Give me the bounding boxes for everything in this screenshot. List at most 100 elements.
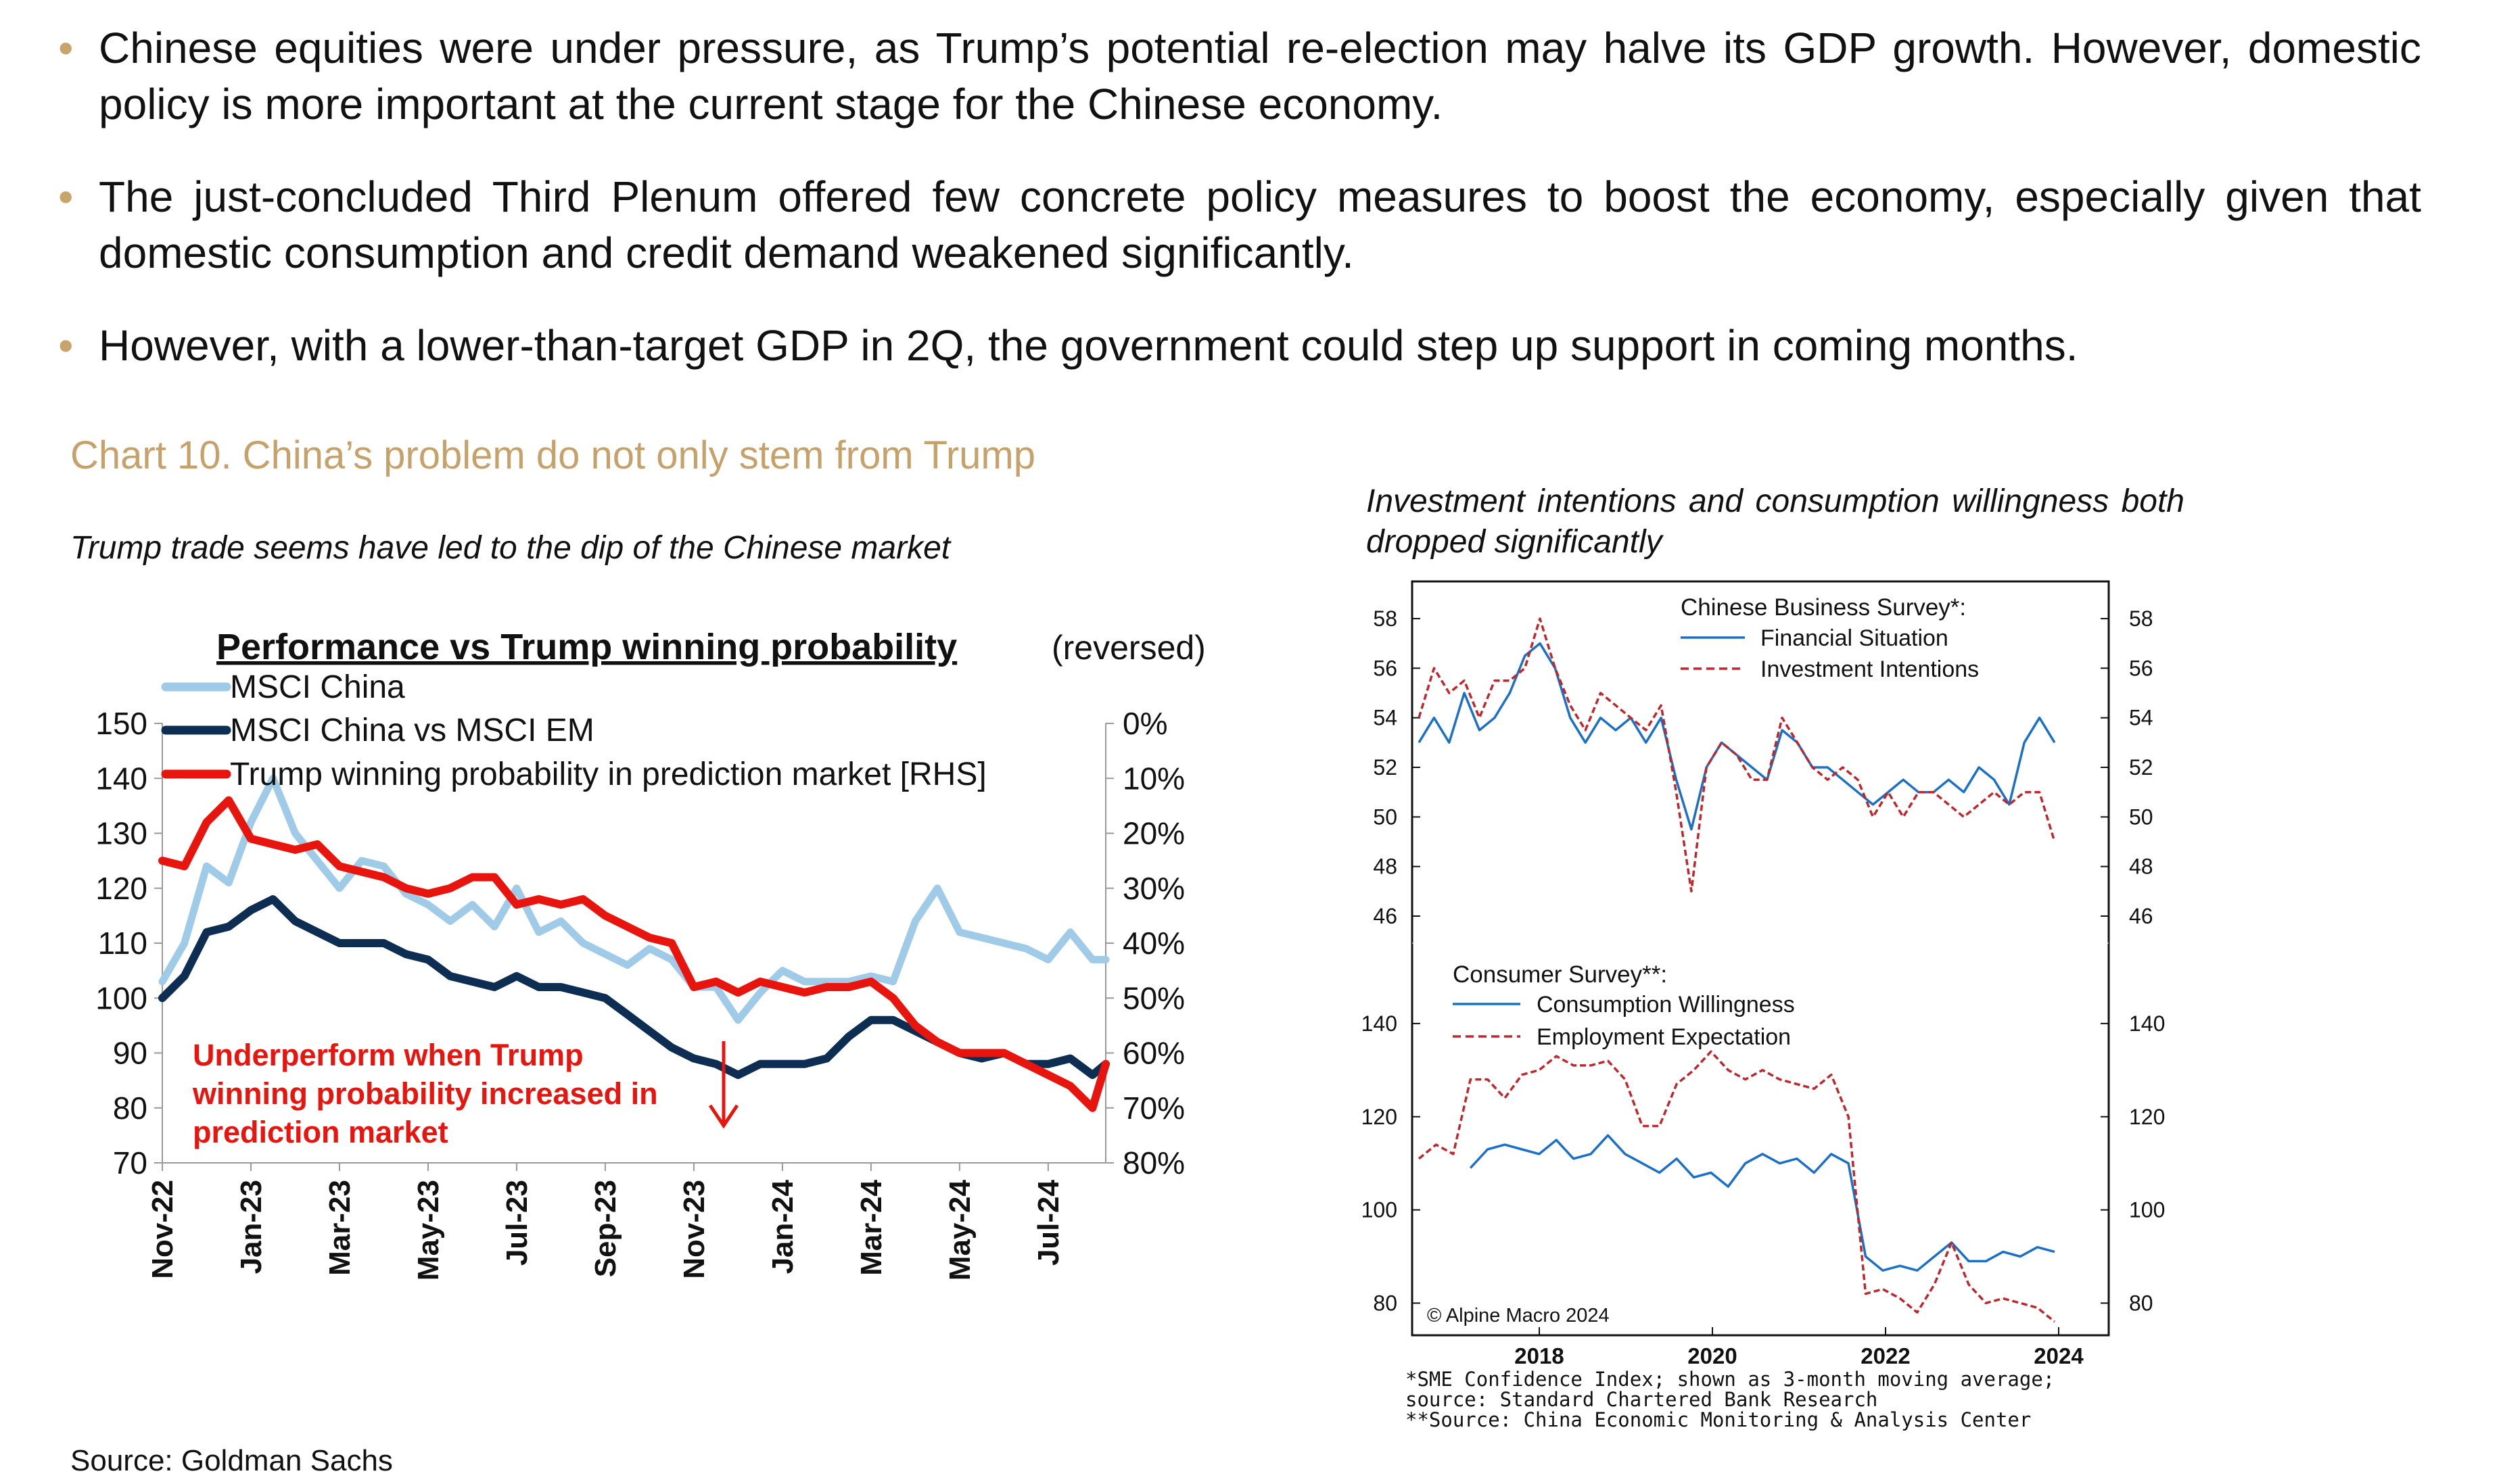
y2-tick-label: 46	[2129, 904, 2153, 928]
bullet-item: • However, with a lower-than-target GDP i…	[54, 318, 2421, 374]
x-tick-label: Nov-23	[678, 1180, 711, 1279]
y2-tick-label: 50%	[1123, 980, 1185, 1015]
left-chart-series	[158, 774, 1110, 1112]
y-tick-label: 80	[113, 1091, 147, 1126]
x-tick-label: May-23	[412, 1180, 445, 1280]
y2-tick-label: 56	[2129, 656, 2153, 680]
survey-notes: *SME Confidence Index; shown as 3-month …	[1405, 1369, 2055, 1430]
y-tick-label: 150	[95, 706, 147, 741]
bullet-text: The just-concluded Third Plenum offered …	[99, 172, 2421, 277]
legend-label: Consumption Willingness	[1537, 992, 1795, 1018]
left-chart-title-suffix: (reversed)	[1052, 629, 1206, 667]
down-arrow-icon	[708, 1104, 739, 1129]
left-chart-subtitle: Trump trade seems have led to the dip of…	[70, 530, 951, 566]
y2-tick-label: 50	[2129, 805, 2153, 829]
x-tick-label: 2022	[1861, 1343, 1910, 1368]
x-tick-label: Jul-23	[500, 1180, 534, 1266]
y-tick-label: 52	[1373, 755, 1397, 780]
y-tick-label: 56	[1373, 656, 1397, 680]
survey-panel-title: Chinese Business Survey*:	[1681, 594, 1966, 621]
copyright-label: © Alpine Macro 2024	[1427, 1305, 1610, 1326]
x-tick-label: Mar-24	[855, 1179, 888, 1275]
chart-frame	[1411, 580, 2110, 1337]
y-tick-label: 80	[1373, 1291, 1397, 1315]
x-tick-label: 2020	[1687, 1343, 1737, 1368]
y-tick-label: 110	[98, 926, 147, 961]
y-tick-label: 46	[1373, 904, 1397, 928]
y-tick-label: 140	[1361, 1011, 1397, 1036]
survey-note: **Source: China Economic Monitoring & An…	[1405, 1408, 2032, 1431]
bullet-text: Chinese equities were under pressure, as…	[99, 24, 2421, 128]
y-tick-label: 48	[1373, 855, 1397, 879]
survey-note: *SME Confidence Index; shown as 3-month …	[1405, 1368, 2055, 1391]
y2-tick-label: 80	[2129, 1291, 2153, 1315]
y-tick-label: 120	[1361, 1105, 1397, 1129]
series-line	[1418, 617, 2056, 893]
bullet-dot-icon: •	[58, 321, 74, 370]
bullet-dot-icon: •	[58, 172, 74, 221]
x-tick-label: Jul-24	[1032, 1179, 1065, 1266]
series-line	[1469, 1134, 2055, 1272]
chart-title: Chart 10. China’s problem do not only st…	[70, 433, 1036, 477]
legend-label: MSCI China	[230, 669, 405, 705]
y-tick-label: 100	[95, 980, 147, 1015]
legend-label: MSCI China vs MSCI EM	[230, 713, 594, 748]
left-chart-title: Performance vs Trump winning probability	[216, 627, 957, 667]
series-line	[158, 796, 1110, 1112]
y2-tick-label: 140	[2129, 1011, 2165, 1036]
left-chart-annotation: Underperform when Trump winning probabil…	[192, 1038, 739, 1149]
left-chart-axes: 150 140 130 120 110 100 90 80 70 0% 10% 20% 30% 40% 50…	[95, 706, 1185, 1280]
x-tick-label: 2018	[1514, 1343, 1564, 1368]
survey-chart: 58 58 56 56 54 54 52 52 50 50 48 48 46 46 Chinese Busi…	[1361, 580, 2166, 1368]
bullet-dot-icon: •	[58, 24, 74, 72]
consumer-survey-panel: 140 140 120 120 100 100 80 80 Consumer Survey**:…	[1361, 961, 2166, 1368]
y-tick-label: 50	[1373, 805, 1397, 829]
y-tick-label: 70	[113, 1145, 147, 1180]
y2-tick-label: 10%	[1123, 761, 1185, 796]
legend-label: Financial Situation	[1760, 625, 1948, 651]
y2-tick-label: 70%	[1123, 1091, 1185, 1126]
y2-tick-label: 80%	[1123, 1145, 1185, 1180]
survey-panel-title: Consumer Survey**:	[1453, 961, 1667, 988]
y2-tick-label: 120	[2129, 1105, 2165, 1129]
panel-gap	[1413, 944, 2107, 949]
source-note: Source: Goldman Sachs	[70, 1444, 393, 1477]
legend-label: Investment Intentions	[1760, 656, 1979, 682]
y-tick-label: 100	[1361, 1198, 1397, 1222]
left-chart-legend: MSCI China MSCI China vs MSCI EM Trump win…	[161, 669, 987, 792]
x-tick-label: May-24	[943, 1179, 977, 1280]
annotation-line-3: prediction market	[193, 1115, 448, 1149]
y-tick-label: 140	[95, 761, 147, 796]
y2-tick-label: 52	[2129, 755, 2153, 780]
y2-tick-label: 20%	[1123, 816, 1185, 851]
x-tick-label: Jan-23	[235, 1180, 268, 1274]
y2-tick-label: 0%	[1123, 706, 1167, 741]
y-tick-label: 120	[95, 871, 147, 906]
bullet-list: • Chinese equities were under pressure, a…	[54, 20, 2421, 410]
y2-tick-label: 48	[2129, 855, 2153, 879]
bullet-item: • The just-concluded Third Plenum offered…	[54, 169, 2421, 281]
survey-chart-frame	[1411, 580, 2110, 1337]
right-chart-subtitle: Investment intentions and consumption wi…	[1366, 483, 2184, 560]
performance-chart: Performance vs Trump winning probability…	[95, 627, 1206, 1280]
series-line	[1418, 642, 2056, 831]
x-tick-label: Jan-24	[766, 1179, 799, 1274]
x-tick-label: Sep-23	[589, 1180, 622, 1277]
annotation-line-2: winning probability increased in	[192, 1076, 658, 1111]
y2-tick-label: 54	[2129, 706, 2153, 730]
y2-tick-label: 30%	[1123, 871, 1185, 906]
y-tick-label: 90	[113, 1036, 147, 1071]
series-line	[1418, 1050, 2056, 1323]
y2-tick-label: 100	[2129, 1198, 2165, 1222]
x-tick-label: 2024	[2034, 1343, 2084, 1368]
annotation-line-1: Underperform when Trump	[193, 1038, 584, 1072]
legend-label: Employment Expectation	[1537, 1024, 1791, 1050]
series-line	[158, 774, 1110, 1024]
y-tick-label: 54	[1373, 706, 1397, 730]
business-survey-panel: 58 58 56 56 54 54 52 52 50 50 48 48 46 46 Chinese Busi…	[1373, 594, 2153, 928]
y2-tick-label: 58	[2129, 606, 2153, 631]
legend-label: Trump winning probability in prediction …	[230, 757, 987, 792]
y-tick-label: 58	[1373, 606, 1397, 631]
x-tick-label: Nov-22	[146, 1180, 179, 1279]
survey-note: source: Standard Chartered Bank Research	[1405, 1388, 1878, 1411]
